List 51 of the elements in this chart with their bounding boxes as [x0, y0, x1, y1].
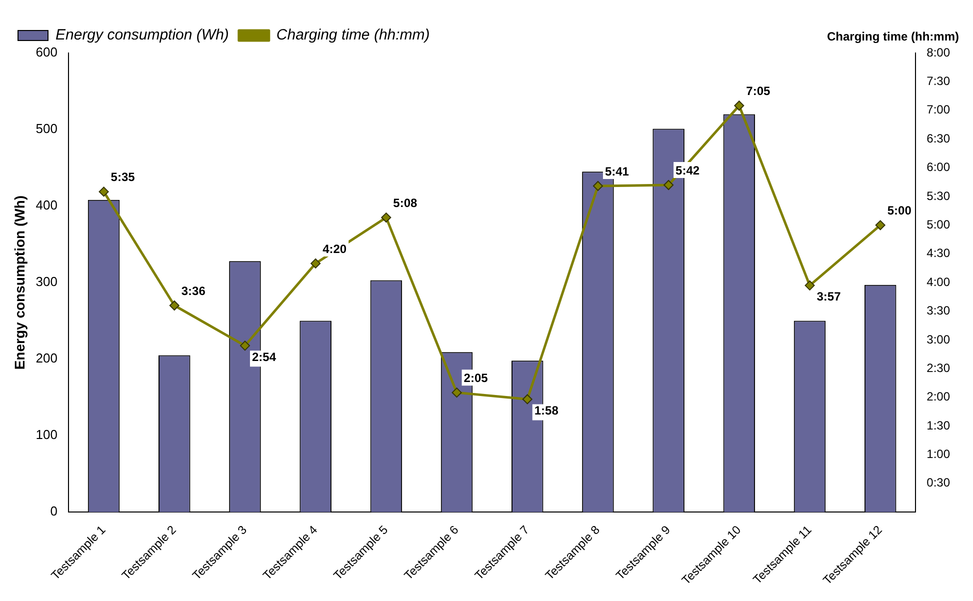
y2-tick-label: 7:00: [926, 102, 950, 117]
y2-tick-label: 2:00: [926, 390, 950, 404]
legend-label: Charging time (hh:mm): [276, 26, 430, 44]
y-tick-label: 500: [36, 121, 58, 136]
y2-tick-label: 4:30: [926, 246, 950, 260]
point: [522, 394, 532, 404]
data-label: 2:05: [464, 370, 488, 385]
data-label: 5:42: [676, 163, 700, 178]
y-tick-label: 300: [36, 274, 58, 290]
data-label: 3:57: [816, 290, 842, 304]
y2-tick-label: 3:30: [926, 304, 950, 318]
point: [381, 212, 392, 223]
y-tick-label: 0: [50, 504, 58, 519]
data-label: 5:00: [887, 203, 912, 218]
y2-tick-label: 3:00: [926, 332, 950, 346]
y2-tick-label: 0:30: [926, 476, 950, 490]
y2-tick-label: 5:30: [926, 188, 950, 203]
y-tick-label: 400: [36, 198, 58, 213]
data-label: 5:08: [393, 196, 418, 210]
legend-label: Energy consumption (Wh): [56, 26, 229, 44]
y2-tick-label: 6:30: [926, 131, 950, 146]
data-label: 2:54: [252, 350, 276, 364]
y2-tick-label: 5:00: [926, 217, 950, 232]
point: [169, 300, 180, 311]
y-tick-label: 600: [36, 44, 58, 60]
data-label: 5:41: [604, 164, 630, 178]
y-tick-label: 200: [36, 350, 58, 366]
point: [875, 220, 886, 230]
y-axis-title: Energy consumption (Wh): [11, 195, 28, 370]
y2-axis-title: Charging time (hh:mm): [827, 29, 959, 44]
point: [664, 180, 674, 190]
y2-tick-label: 1:30: [926, 418, 950, 432]
point: [240, 340, 250, 351]
point: [734, 100, 744, 111]
point: [310, 258, 321, 268]
point: [452, 388, 462, 398]
point: [592, 180, 603, 191]
y2-tick-label: 7:30: [926, 74, 950, 88]
y2-tick-label: 1:00: [926, 447, 950, 462]
data-label: 7:05: [746, 84, 770, 98]
data-label: 1:58: [534, 404, 559, 418]
y2-tick-label: 4:00: [926, 274, 950, 289]
data-label: 3:36: [181, 284, 206, 298]
point: [98, 186, 109, 197]
point: [804, 280, 815, 290]
y2-tick-label: 6:00: [926, 160, 950, 174]
y2-tick-label: 8:00: [926, 45, 950, 60]
data-label: 4:20: [322, 242, 347, 256]
y-tick-label: 100: [36, 427, 58, 442]
y2-tick-label: 2:30: [926, 360, 950, 375]
data-label: 5:35: [110, 170, 136, 184]
